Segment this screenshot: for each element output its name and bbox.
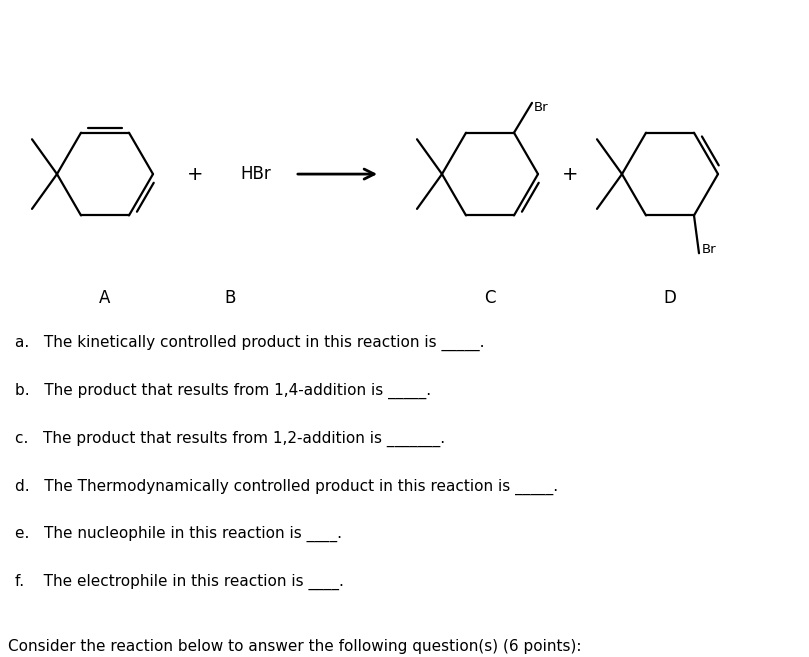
Text: b.   The product that results from 1,4-addition is _____.: b. The product that results from 1,4-add…: [15, 383, 441, 399]
Text: +: +: [187, 165, 203, 183]
Text: Br: Br: [702, 243, 717, 256]
Text: e.   The nucleophile in this reaction is ____.: e. The nucleophile in this reaction is _…: [15, 526, 352, 542]
Text: c.   The product that results from 1,2-addition is _______.: c. The product that results from 1,2-add…: [15, 430, 455, 447]
Text: C: C: [485, 290, 496, 307]
Text: B: B: [224, 290, 235, 307]
Text: +: +: [561, 165, 578, 183]
Text: D: D: [663, 290, 676, 307]
Text: a.   The kinetically controlled product in this reaction is _____.: a. The kinetically controlled product in…: [15, 335, 494, 351]
Text: f.    The electrophile in this reaction is ____.: f. The electrophile in this reaction is …: [15, 574, 354, 590]
Text: A: A: [100, 290, 111, 307]
Text: Br: Br: [534, 101, 549, 114]
Text: HBr: HBr: [240, 165, 271, 183]
Text: d.   The Thermodynamically controlled product in this reaction is _____.: d. The Thermodynamically controlled prod…: [15, 478, 568, 495]
Text: Consider the reaction below to answer the following question(s) (6 points):: Consider the reaction below to answer th…: [8, 639, 582, 654]
